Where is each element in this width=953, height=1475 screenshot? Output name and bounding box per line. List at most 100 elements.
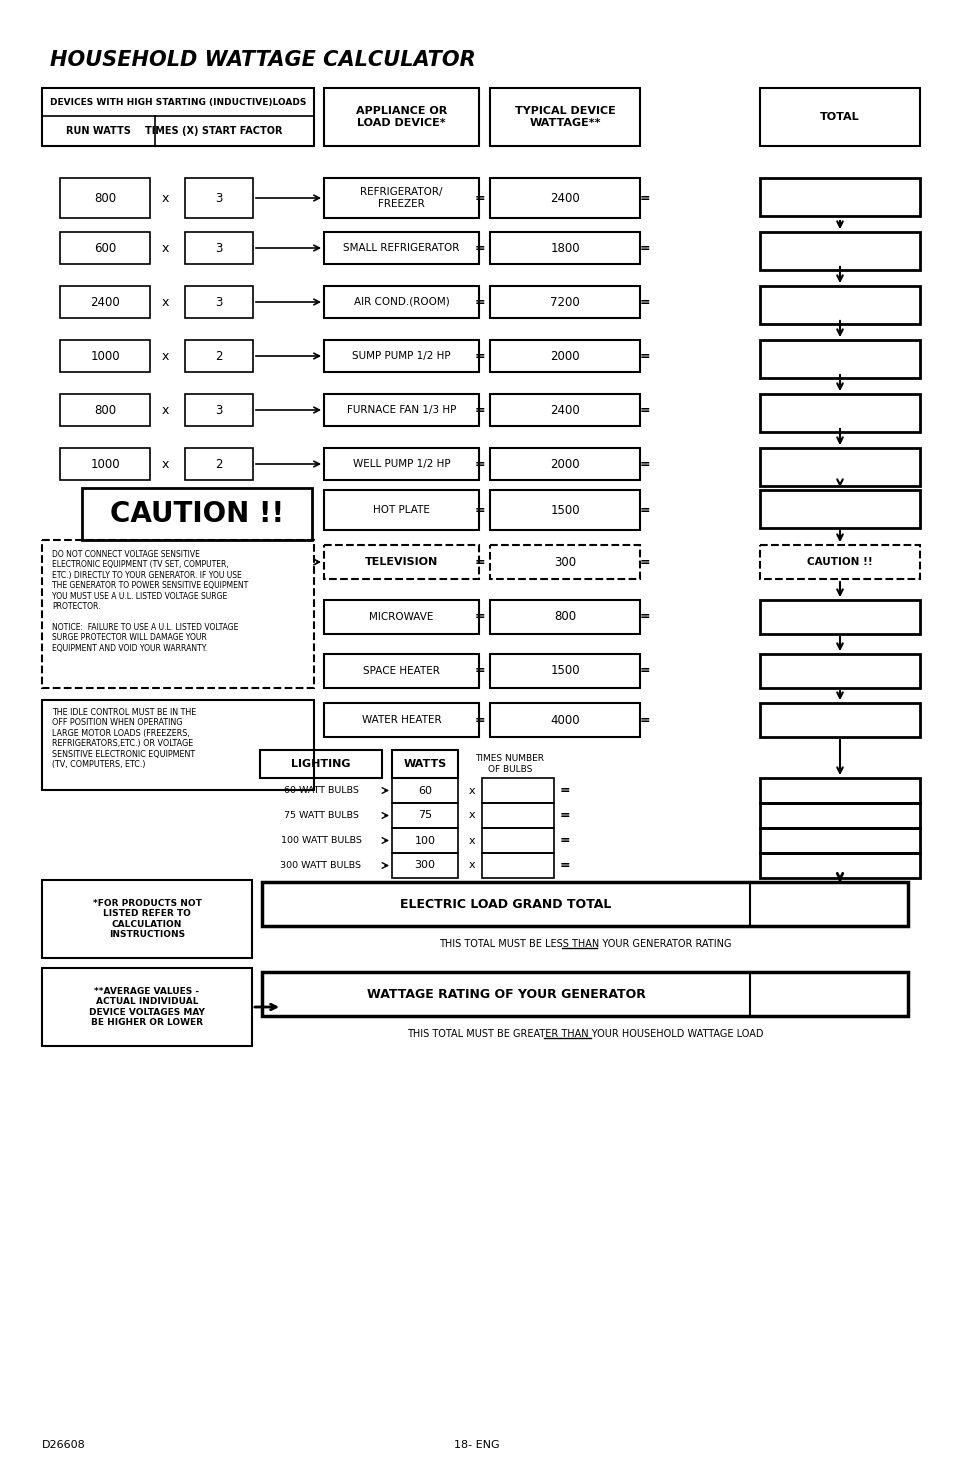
Bar xyxy=(185,232,253,264)
Text: =: = xyxy=(559,858,570,872)
Text: RUN WATTS: RUN WATTS xyxy=(66,125,131,136)
Bar xyxy=(490,341,639,372)
Text: =: = xyxy=(639,350,650,363)
Bar xyxy=(42,968,252,1046)
Bar xyxy=(42,88,314,146)
Text: WATER HEATER: WATER HEATER xyxy=(361,715,441,726)
Text: =: = xyxy=(639,192,650,205)
Bar xyxy=(760,827,919,853)
Text: x: x xyxy=(161,242,169,255)
Text: =: = xyxy=(475,611,485,624)
Text: DO NOT CONNECT VOLTAGE SENSITIVE
ELECTRONIC EQUIPMENT (TV SET, COMPUTER,
ETC.) D: DO NOT CONNECT VOLTAGE SENSITIVE ELECTRO… xyxy=(52,550,248,652)
Bar xyxy=(760,490,919,528)
Text: 3: 3 xyxy=(215,404,222,416)
Text: x: x xyxy=(161,350,169,363)
Text: WELL PUMP 1/2 HP: WELL PUMP 1/2 HP xyxy=(353,459,450,469)
Bar xyxy=(324,490,478,530)
Bar xyxy=(392,853,457,878)
Bar xyxy=(392,802,457,827)
Bar xyxy=(490,490,639,530)
Bar xyxy=(324,544,478,580)
Text: MICROWAVE: MICROWAVE xyxy=(369,612,434,622)
Text: =: = xyxy=(475,665,485,677)
Bar xyxy=(490,178,639,218)
Bar xyxy=(481,777,554,802)
Text: =: = xyxy=(559,785,570,796)
Text: x: x xyxy=(468,860,475,870)
Bar xyxy=(82,488,312,540)
Text: D26608: D26608 xyxy=(42,1440,86,1450)
Text: 1500: 1500 xyxy=(550,665,579,677)
Text: =: = xyxy=(639,556,650,568)
Text: x: x xyxy=(468,786,475,795)
Text: 1000: 1000 xyxy=(91,350,120,363)
Text: TIMES (X) START FACTOR: TIMES (X) START FACTOR xyxy=(145,125,282,136)
Text: 100 WATT BULBS: 100 WATT BULBS xyxy=(280,836,361,845)
Text: HOT PLATE: HOT PLATE xyxy=(373,504,430,515)
Bar xyxy=(760,853,919,878)
Text: 7200: 7200 xyxy=(550,295,579,308)
Text: **AVERAGE VALUES -
ACTUAL INDIVIDUAL
DEVICE VOLTAGES MAY
BE HIGHER OR LOWER: **AVERAGE VALUES - ACTUAL INDIVIDUAL DEV… xyxy=(89,987,205,1027)
Bar xyxy=(760,544,919,580)
Text: =: = xyxy=(475,457,485,471)
Bar xyxy=(392,827,457,853)
Bar xyxy=(60,178,150,218)
Bar xyxy=(760,448,919,485)
Bar xyxy=(60,394,150,426)
Bar xyxy=(760,600,919,634)
Bar xyxy=(760,777,919,802)
Bar xyxy=(481,827,554,853)
Bar xyxy=(324,394,478,426)
Bar xyxy=(490,88,639,146)
Bar xyxy=(490,232,639,264)
Bar xyxy=(185,341,253,372)
Bar xyxy=(760,704,919,738)
Text: =: = xyxy=(639,503,650,516)
Text: HOUSEHOLD WATTAGE CALCULATOR: HOUSEHOLD WATTAGE CALCULATOR xyxy=(50,50,476,69)
Text: REFRIGERATOR/
FREEZER: REFRIGERATOR/ FREEZER xyxy=(360,187,442,209)
Text: WATTS: WATTS xyxy=(403,760,446,768)
Text: =: = xyxy=(639,295,650,308)
Text: =: = xyxy=(559,833,570,847)
Text: =: = xyxy=(639,665,650,677)
Bar xyxy=(185,178,253,218)
Bar xyxy=(760,802,919,827)
Bar xyxy=(185,394,253,426)
Bar xyxy=(760,653,919,687)
Bar xyxy=(760,341,919,378)
Text: 100: 100 xyxy=(414,835,435,845)
Bar xyxy=(60,286,150,319)
Bar xyxy=(324,232,478,264)
Text: =: = xyxy=(475,714,485,727)
Text: =: = xyxy=(475,556,485,568)
Text: FURNACE FAN 1/3 HP: FURNACE FAN 1/3 HP xyxy=(347,406,456,414)
Bar xyxy=(760,232,919,270)
Bar xyxy=(42,881,252,957)
Bar xyxy=(760,286,919,324)
Text: =: = xyxy=(639,404,650,416)
Text: 600: 600 xyxy=(93,242,116,255)
Bar xyxy=(185,286,253,319)
Text: 2000: 2000 xyxy=(550,350,579,363)
Bar xyxy=(42,540,314,687)
Text: =: = xyxy=(639,611,650,624)
Bar xyxy=(392,749,457,777)
Text: 300 WATT BULBS: 300 WATT BULBS xyxy=(280,861,361,870)
Text: 2400: 2400 xyxy=(550,404,579,416)
Text: ELECTRIC LOAD GRAND TOTAL: ELECTRIC LOAD GRAND TOTAL xyxy=(400,897,611,910)
Text: 60: 60 xyxy=(417,786,432,795)
Text: TELEVISION: TELEVISION xyxy=(364,558,437,566)
Bar xyxy=(60,232,150,264)
Bar xyxy=(260,749,381,777)
Bar xyxy=(60,448,150,479)
Bar xyxy=(324,341,478,372)
Bar xyxy=(760,178,919,215)
Text: 800: 800 xyxy=(93,404,116,416)
Text: 800: 800 xyxy=(554,611,576,624)
Text: 1500: 1500 xyxy=(550,503,579,516)
Bar xyxy=(42,701,314,791)
Text: x: x xyxy=(468,810,475,820)
Text: 3: 3 xyxy=(215,295,222,308)
Bar xyxy=(490,544,639,580)
Text: x: x xyxy=(468,835,475,845)
